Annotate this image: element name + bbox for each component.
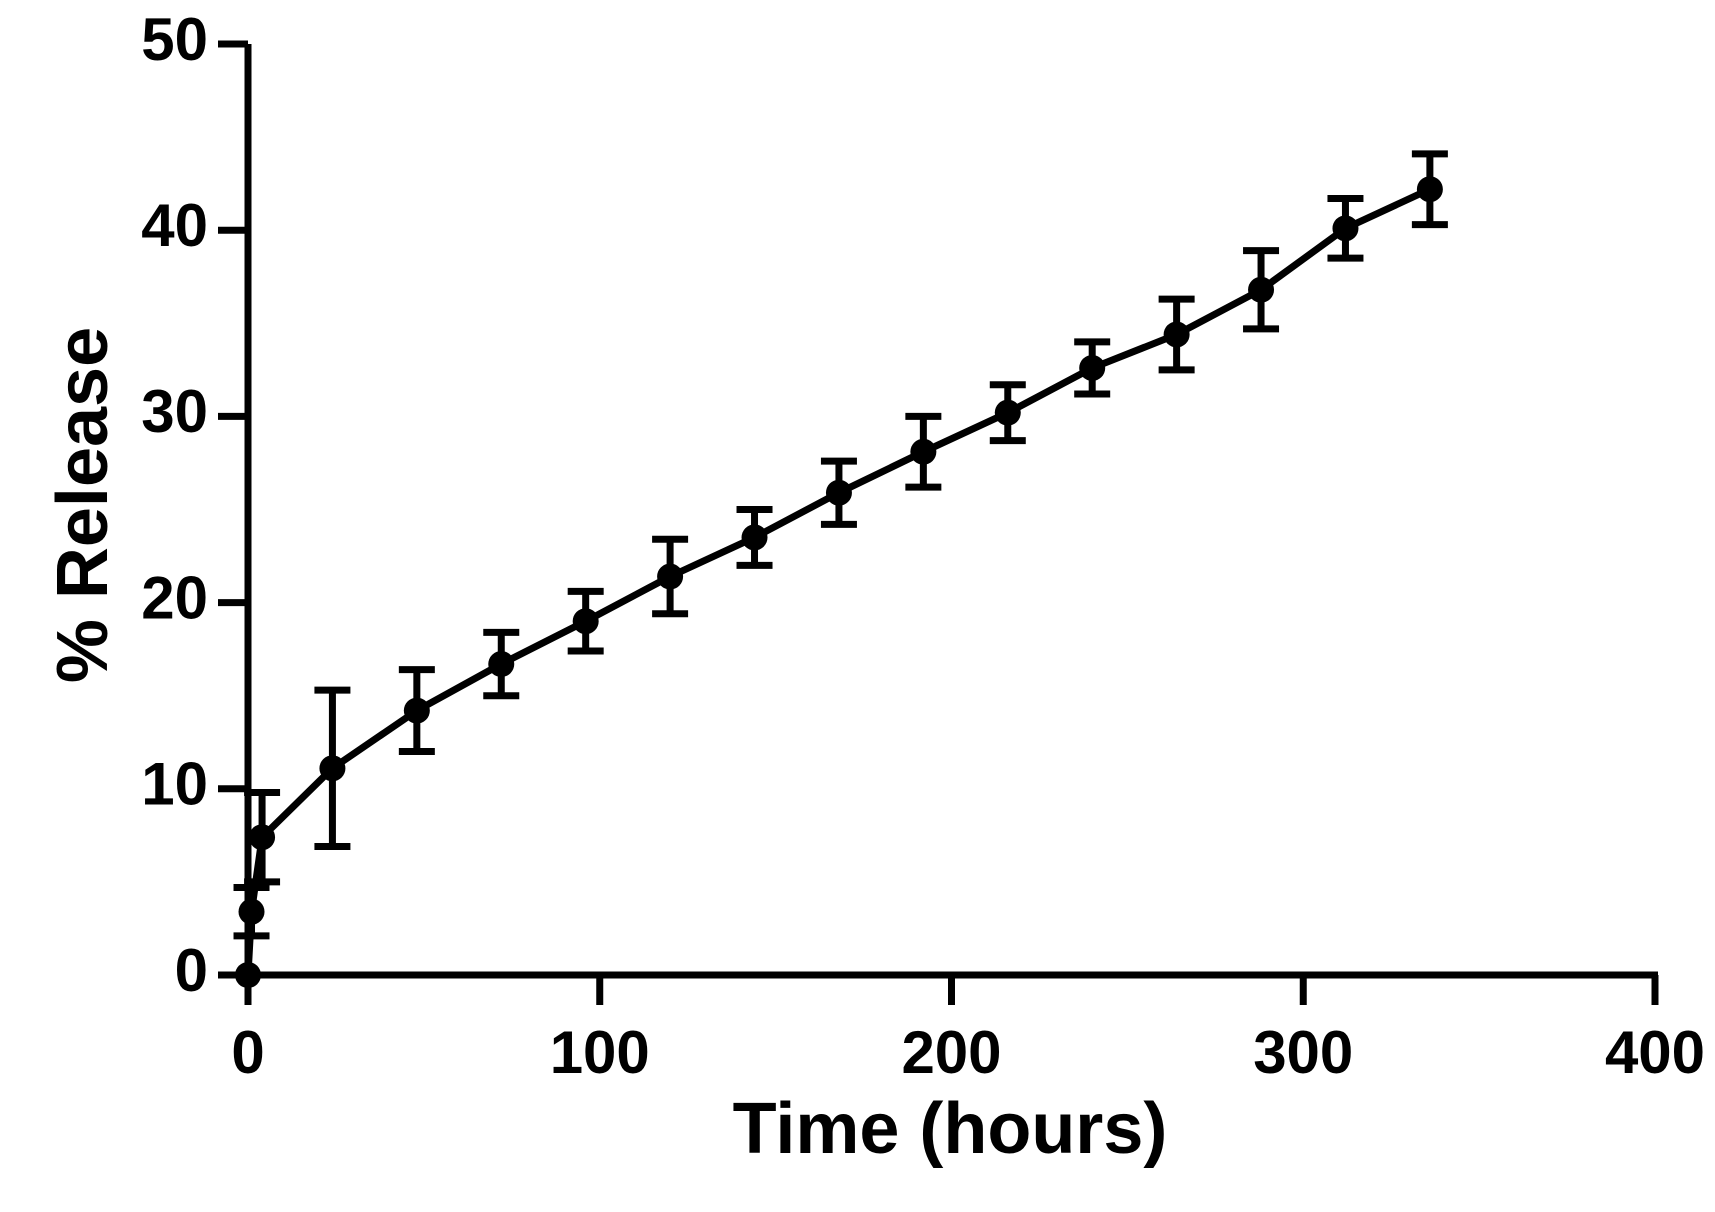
data-point bbox=[572, 608, 599, 635]
data-point bbox=[741, 524, 768, 551]
x-axis-title: Time (hours) bbox=[733, 1089, 1168, 1169]
x-tick-label: 100 bbox=[550, 1019, 650, 1086]
x-tick-label: 200 bbox=[901, 1019, 1001, 1086]
data-point bbox=[319, 755, 346, 782]
data-point bbox=[1248, 276, 1275, 303]
data-point bbox=[1079, 354, 1106, 381]
data-point bbox=[238, 898, 265, 925]
data-point bbox=[235, 962, 261, 988]
y-tick-label: 0 bbox=[175, 937, 208, 1004]
y-tick-label: 50 bbox=[141, 6, 208, 73]
y-tick-label: 40 bbox=[141, 192, 208, 259]
data-point bbox=[1163, 321, 1190, 348]
x-tick-label: 400 bbox=[1605, 1019, 1705, 1086]
y-axis-title-group: % Release bbox=[43, 327, 123, 683]
data-point bbox=[249, 824, 276, 851]
data-point bbox=[403, 697, 430, 724]
x-tick-label: 300 bbox=[1253, 1019, 1353, 1086]
data-point bbox=[1416, 176, 1443, 203]
data-point bbox=[825, 479, 852, 506]
y-axis-title: % Release bbox=[43, 327, 123, 683]
y-tick-label: 30 bbox=[141, 378, 208, 445]
series-line bbox=[244, 185, 1434, 979]
data-point bbox=[994, 399, 1021, 426]
data-point bbox=[657, 563, 684, 590]
data-point bbox=[1332, 215, 1359, 242]
data-point bbox=[910, 438, 937, 465]
y-tick-label: 10 bbox=[141, 751, 208, 818]
x-tick-label: 0 bbox=[231, 1019, 264, 1086]
data-point bbox=[488, 651, 515, 678]
y-tick-label: 20 bbox=[141, 564, 208, 631]
